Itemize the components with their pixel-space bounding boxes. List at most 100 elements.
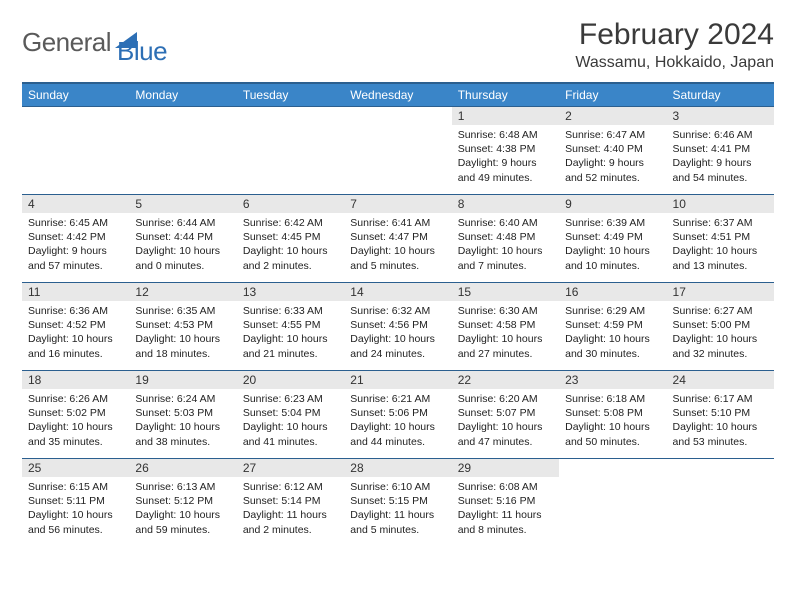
calendar-cell xyxy=(129,107,236,195)
weekday-header: Saturday xyxy=(667,83,774,107)
calendar-cell: 12Sunrise: 6:35 AMSunset: 4:53 PMDayligh… xyxy=(129,283,236,371)
calendar-cell: 21Sunrise: 6:21 AMSunset: 5:06 PMDayligh… xyxy=(344,371,451,459)
daylight-text: Daylight: 9 hours and 52 minutes. xyxy=(565,156,660,184)
daylight-text: Daylight: 10 hours and 10 minutes. xyxy=(565,244,660,272)
sunrise-text: Sunrise: 6:27 AM xyxy=(673,304,768,318)
sunrise-text: Sunrise: 6:39 AM xyxy=(565,216,660,230)
sunset-text: Sunset: 4:38 PM xyxy=(458,142,553,156)
calendar-cell: 15 Sunrise: 6:30 AMSunset: 4:58 PMDayligh… xyxy=(452,283,559,371)
sunrise-text: Sunrise: 6:35 AM xyxy=(135,304,230,318)
calendar-row: 1Sunrise: 6:48 AMSunset: 4:38 PMDaylight… xyxy=(22,107,774,195)
sunrise-text: Sunrise: 6:15 AM xyxy=(28,480,123,494)
calendar-cell xyxy=(667,459,774,547)
sunset-text: Sunset: 5:11 PM xyxy=(28,494,123,508)
sunrise-text: Sunrise: 6:30 AM xyxy=(458,304,553,318)
calendar-cell: 20Sunrise: 6:23 AMSunset: 5:04 PMDayligh… xyxy=(237,371,344,459)
calendar-cell: 26Sunrise: 6:13 AMSunset: 5:12 PMDayligh… xyxy=(129,459,236,547)
weekday-header-row: Sunday Monday Tuesday Wednesday Thursday… xyxy=(22,83,774,107)
daylight-text: Daylight: 10 hours and 2 minutes. xyxy=(243,244,338,272)
day-info: Sunrise: 6:48 AMSunset: 4:38 PMDaylight:… xyxy=(452,125,559,191)
daylight-text: Daylight: 10 hours and 30 minutes. xyxy=(565,332,660,360)
sunset-text: Sunset: 5:14 PM xyxy=(243,494,338,508)
calendar-cell: 7Sunrise: 6:41 AMSunset: 4:47 PMDaylight… xyxy=(344,195,451,283)
day-info: Sunrise: 6:29 AMSunset: 4:59 PMDaylight:… xyxy=(559,301,666,367)
sunset-text: Sunset: 4:56 PM xyxy=(350,318,445,332)
calendar-cell: 13Sunrise: 6:33 AMSunset: 4:55 PMDayligh… xyxy=(237,283,344,371)
weekday-header: Tuesday xyxy=(237,83,344,107)
sunrise-text: Sunrise: 6:46 AM xyxy=(673,128,768,142)
day-number: 18 xyxy=(22,371,129,389)
day-number: 4 xyxy=(22,195,129,213)
calendar-cell: 11Sunrise: 6:36 AMSunset: 4:52 PMDayligh… xyxy=(22,283,129,371)
calendar-cell: 3Sunrise: 6:46 AMSunset: 4:41 PMDaylight… xyxy=(667,107,774,195)
day-number: 7 xyxy=(344,195,451,213)
day-info: Sunrise: 6:47 AMSunset: 4:40 PMDaylight:… xyxy=(559,125,666,191)
sunrise-text: Sunrise: 6:08 AM xyxy=(458,480,553,494)
day-info: Sunrise: 6:15 AMSunset: 5:11 PMDaylight:… xyxy=(22,477,129,543)
day-info: Sunrise: 6:42 AMSunset: 4:45 PMDaylight:… xyxy=(237,213,344,279)
brand-part2: Blue xyxy=(117,36,167,66)
day-info: Sunrise: 6:08 AMSunset: 5:16 PMDaylight:… xyxy=(452,477,559,543)
sunrise-text: Sunrise: 6:13 AM xyxy=(135,480,230,494)
calendar-cell xyxy=(22,107,129,195)
calendar-cell: 16Sunrise: 6:29 AMSunset: 4:59 PMDayligh… xyxy=(559,283,666,371)
sunrise-text: Sunrise: 6:41 AM xyxy=(350,216,445,230)
sunrise-text: Sunrise: 6:40 AM xyxy=(458,216,553,230)
sunset-text: Sunset: 5:12 PM xyxy=(135,494,230,508)
daylight-text: Daylight: 10 hours and 24 minutes. xyxy=(350,332,445,360)
sunset-text: Sunset: 5:16 PM xyxy=(458,494,553,508)
day-info: Sunrise: 6:27 AMSunset: 5:00 PMDaylight:… xyxy=(667,301,774,367)
day-number: 29 xyxy=(452,459,559,477)
calendar-row: 4Sunrise: 6:45 AMSunset: 4:42 PMDaylight… xyxy=(22,195,774,283)
day-number: 23 xyxy=(559,371,666,389)
day-number: 20 xyxy=(237,371,344,389)
sunrise-text: Sunrise: 6:37 AM xyxy=(673,216,768,230)
sunset-text: Sunset: 4:51 PM xyxy=(673,230,768,244)
calendar-cell: 18Sunrise: 6:26 AMSunset: 5:02 PMDayligh… xyxy=(22,371,129,459)
day-number: 16 xyxy=(559,283,666,301)
sunset-text: Sunset: 4:53 PM xyxy=(135,318,230,332)
sunset-text: Sunset: 4:58 PM xyxy=(458,318,553,332)
day-info: Sunrise: 6:21 AMSunset: 5:06 PMDaylight:… xyxy=(344,389,451,455)
calendar-row: 25Sunrise: 6:15 AMSunset: 5:11 PMDayligh… xyxy=(22,459,774,547)
calendar-row: 11Sunrise: 6:36 AMSunset: 4:52 PMDayligh… xyxy=(22,283,774,371)
calendar-cell: 8Sunrise: 6:40 AMSunset: 4:48 PMDaylight… xyxy=(452,195,559,283)
day-info: Sunrise: 6:32 AMSunset: 4:56 PMDaylight:… xyxy=(344,301,451,367)
daylight-text: Daylight: 10 hours and 44 minutes. xyxy=(350,420,445,448)
calendar-cell: 22Sunrise: 6:20 AMSunset: 5:07 PMDayligh… xyxy=(452,371,559,459)
daylight-text: Daylight: 11 hours and 8 minutes. xyxy=(458,508,553,536)
sunrise-text: Sunrise: 6:26 AM xyxy=(28,392,123,406)
calendar-table: Sunday Monday Tuesday Wednesday Thursday… xyxy=(22,82,774,547)
day-number: 21 xyxy=(344,371,451,389)
day-number: 3 xyxy=(667,107,774,125)
day-info: Sunrise: 6:13 AMSunset: 5:12 PMDaylight:… xyxy=(129,477,236,543)
sunrise-text: Sunrise: 6:42 AM xyxy=(243,216,338,230)
day-info: Sunrise: 6:26 AMSunset: 5:02 PMDaylight:… xyxy=(22,389,129,455)
day-number: 14 xyxy=(344,283,451,301)
day-number: 17 xyxy=(667,283,774,301)
daylight-text: Daylight: 9 hours and 57 minutes. xyxy=(28,244,123,272)
calendar-cell: 23Sunrise: 6:18 AMSunset: 5:08 PMDayligh… xyxy=(559,371,666,459)
calendar-cell: 27Sunrise: 6:12 AMSunset: 5:14 PMDayligh… xyxy=(237,459,344,547)
weekday-header: Friday xyxy=(559,83,666,107)
day-info: Sunrise: 6:46 AMSunset: 4:41 PMDaylight:… xyxy=(667,125,774,191)
daylight-text: Daylight: 10 hours and 38 minutes. xyxy=(135,420,230,448)
day-info: Sunrise: 6:24 AMSunset: 5:03 PMDaylight:… xyxy=(129,389,236,455)
daylight-text: Daylight: 10 hours and 27 minutes. xyxy=(458,332,553,360)
daylight-text: Daylight: 10 hours and 50 minutes. xyxy=(565,420,660,448)
day-info: Sunrise: 6:37 AMSunset: 4:51 PMDaylight:… xyxy=(667,213,774,279)
daylight-text: Daylight: 10 hours and 59 minutes. xyxy=(135,508,230,536)
sunset-text: Sunset: 4:45 PM xyxy=(243,230,338,244)
calendar-cell: 14Sunrise: 6:32 AMSunset: 4:56 PMDayligh… xyxy=(344,283,451,371)
daylight-text: Daylight: 10 hours and 13 minutes. xyxy=(673,244,768,272)
brand-logo: General Blue xyxy=(22,18,167,67)
day-number: 15 xyxy=(452,283,559,301)
daylight-text: Daylight: 9 hours and 49 minutes. xyxy=(458,156,553,184)
daylight-text: Daylight: 11 hours and 2 minutes. xyxy=(243,508,338,536)
day-number: 28 xyxy=(344,459,451,477)
daylight-text: Daylight: 10 hours and 53 minutes. xyxy=(673,420,768,448)
day-number: 26 xyxy=(129,459,236,477)
sunset-text: Sunset: 5:00 PM xyxy=(673,318,768,332)
daylight-text: Daylight: 11 hours and 5 minutes. xyxy=(350,508,445,536)
day-number: 2 xyxy=(559,107,666,125)
